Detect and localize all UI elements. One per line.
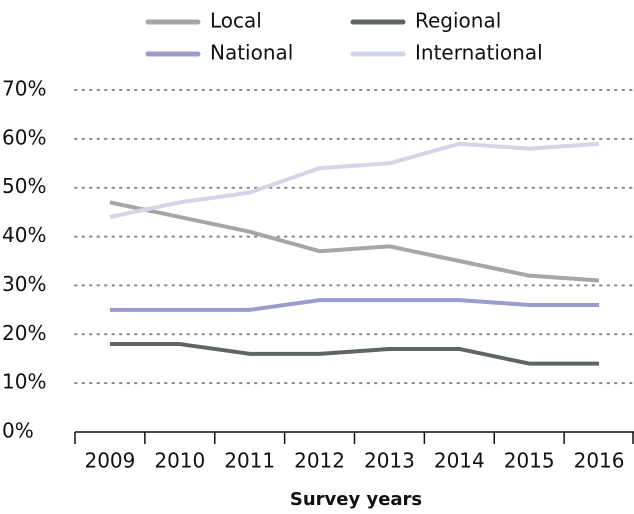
x-tick-label: 2012: [294, 449, 345, 473]
legend-label: Regional: [415, 9, 501, 33]
x-tick-label: 2010: [154, 449, 205, 473]
line-series: [109, 342, 600, 366]
x-tick-label: 2016: [574, 449, 625, 473]
y-tick-label: 20%: [2, 321, 46, 345]
y-tick-label: 0%: [2, 419, 34, 443]
legend-label: Local: [210, 9, 262, 33]
x-tick-label: 2011: [224, 449, 275, 473]
y-tick-label: 30%: [2, 272, 46, 296]
y-tick-label: 60%: [2, 125, 46, 149]
x-tick-label: 2014: [434, 449, 485, 473]
x-tick-label: 2009: [84, 449, 135, 473]
line-series: [109, 141, 600, 219]
y-tick-label: 10%: [2, 370, 46, 394]
y-tick-label: 50%: [2, 174, 46, 198]
line-series: [109, 200, 600, 283]
x-axis-label: Survey years: [290, 489, 422, 510]
line-series: [109, 298, 600, 312]
y-tick-label: 70%: [2, 77, 46, 101]
x-tick-label: 2013: [364, 449, 415, 473]
x-tick-label: 2015: [504, 449, 555, 473]
legend-label: International: [415, 41, 543, 65]
legend-label: National: [210, 41, 293, 65]
y-tick-label: 40%: [2, 223, 46, 247]
